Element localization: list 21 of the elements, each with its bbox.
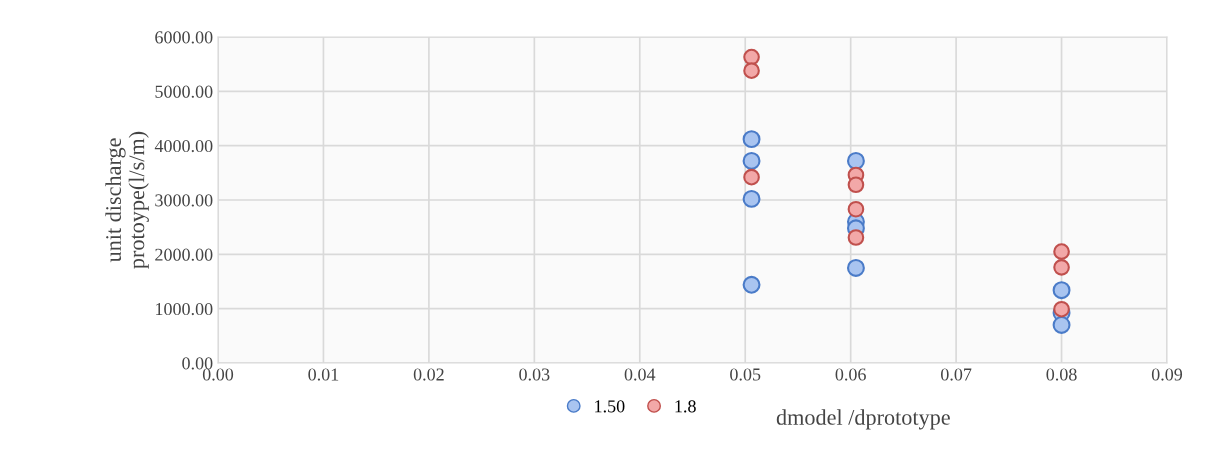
x-tick-label: 0.06 (835, 368, 866, 381)
x-tick-label: 0.00 (202, 368, 234, 381)
x-axis-title: dmodel /dprototype (776, 409, 950, 430)
x-tick-label: 0.03 (519, 368, 550, 381)
y-tick-label: 3000.00 (155, 194, 213, 207)
y-tick-label: 1000.00 (156, 302, 213, 316)
x-tick-label: 0.05 (730, 368, 761, 381)
x-tick-label: 0.04 (624, 368, 656, 381)
x-tick-label: 0.08 (1046, 368, 1077, 381)
y-tick-label: 6000.00 (155, 31, 213, 44)
x-tick-label: 0.09 (1151, 368, 1183, 381)
x-tick-label: 0.01 (308, 368, 339, 381)
y-tick-label: 4000.00 (154, 139, 213, 153)
y-axis-title: unit discharge protoype(l/s/m) (105, 131, 149, 269)
legend-label: 1.8 (675, 400, 696, 413)
legend-label: 1.50 (595, 400, 625, 413)
y-tick-label: 0.00 (182, 357, 213, 370)
x-tick-label: 0.07 (941, 368, 972, 381)
y-tick-label: 5000.00 (155, 85, 213, 98)
y-tick-label: 2000.00 (155, 248, 213, 261)
x-tick-label: 0.02 (413, 368, 444, 381)
